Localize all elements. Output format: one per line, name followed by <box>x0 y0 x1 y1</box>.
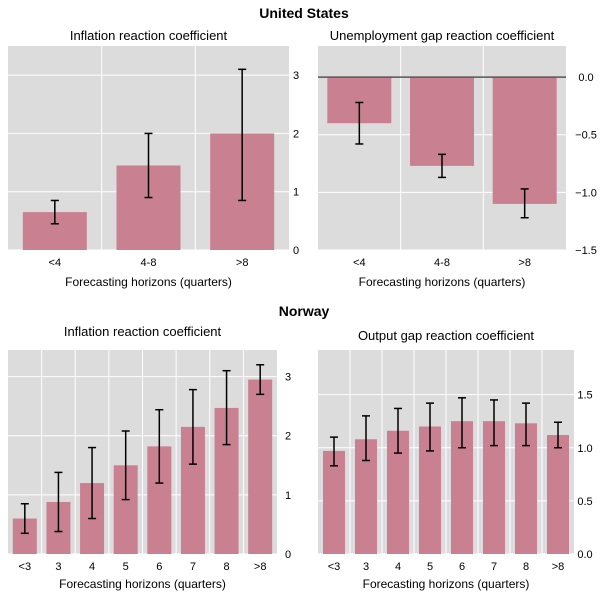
chart-title: Inflation reaction coefficient <box>70 28 228 43</box>
bar <box>410 77 474 166</box>
x-tick-label: 3 <box>55 561 61 573</box>
x-tick-label: <4 <box>49 257 62 269</box>
x-axis-label: Forecasting horizons (quarters) <box>359 275 526 289</box>
x-tick-label: >8 <box>254 561 267 573</box>
y-tick-label: −1.5 <box>575 245 597 257</box>
y-tick-label: 1.5 <box>577 390 592 402</box>
x-tick-label: 4 <box>395 561 401 573</box>
y-tick-label: 0 <box>293 245 299 257</box>
us-inflation-chart: <4 4-8 >8 0 1 2 3 Inflation reaction coefficien… <box>8 28 299 289</box>
y-tick-label: 1 <box>293 187 299 199</box>
x-tick-label: 7 <box>190 561 196 573</box>
y-tick-label: 2 <box>293 128 299 140</box>
y-tick-label: 0 <box>285 549 291 561</box>
x-tick-label: 8 <box>224 561 230 573</box>
x-axis-label: Forecasting horizons (quarters) <box>65 275 232 289</box>
x-tick-label: >8 <box>236 257 249 269</box>
chart-title: Output gap reaction coefficient <box>358 328 534 343</box>
x-tick-label: 8 <box>523 561 529 573</box>
bar <box>451 421 473 554</box>
y-tick-label: 2 <box>285 431 291 443</box>
norway-inflation-chart: <3 3 4 5 6 7 8 >8 0 1 2 3 Inflation reaction coeffic… <box>8 324 291 591</box>
y-tick-label: −0.5 <box>575 130 597 142</box>
bar <box>248 379 273 554</box>
y-tick-label: 1 <box>285 490 291 502</box>
bar <box>515 423 537 554</box>
x-tick-label: 6 <box>156 561 162 573</box>
bar <box>547 435 569 554</box>
bar <box>355 439 377 554</box>
x-tick-label: <3 <box>328 561 341 573</box>
x-tick-label: 5 <box>427 561 433 573</box>
y-tick-label: 0.5 <box>577 496 592 508</box>
x-tick-label: 4 <box>89 561 95 573</box>
bar <box>387 430 409 554</box>
x-axis-label: Forecasting horizons (quarters) <box>59 577 226 591</box>
x-axis-label: Forecasting horizons (quarters) <box>363 577 530 591</box>
x-tick-label: 6 <box>459 561 465 573</box>
x-tick-label: 5 <box>123 561 129 573</box>
y-tick-label: 0.0 <box>577 549 592 561</box>
bar <box>419 426 441 554</box>
x-tick-label: 7 <box>491 561 497 573</box>
x-tick-label: >8 <box>552 561 565 573</box>
x-tick-label: >8 <box>518 257 531 269</box>
x-tick-label: <3 <box>19 561 32 573</box>
bar <box>483 421 505 554</box>
chart-title: Inflation reaction coefficient <box>64 324 222 339</box>
bar <box>323 450 345 554</box>
y-tick-label: 3 <box>285 372 291 384</box>
chart-title: Unemployment gap reaction coefficient <box>330 28 555 43</box>
x-tick-label: <4 <box>353 257 366 269</box>
us-unemployment-chart: <4 4-8 >8 0.0 −0.5 −1.0 −1.5 Unemployment gap r… <box>318 28 597 289</box>
y-tick-label: −1.0 <box>575 187 597 199</box>
y-tick-label: 3 <box>293 70 299 82</box>
bar <box>492 77 557 204</box>
x-tick-label: 4-8 <box>141 257 157 269</box>
section-title-united-states: United States <box>259 5 349 21</box>
x-tick-label: 3 <box>363 561 369 573</box>
norway-output-gap-chart: <3 3 4 5 6 7 8 >8 0.0 0.5 1.0 1.5 Output gap reactio… <box>318 328 593 591</box>
y-tick-label: 0.0 <box>578 72 593 84</box>
x-tick-label: 4-8 <box>434 257 450 269</box>
section-title-norway: Norway <box>279 303 330 319</box>
y-tick-label: 1.0 <box>577 443 592 455</box>
